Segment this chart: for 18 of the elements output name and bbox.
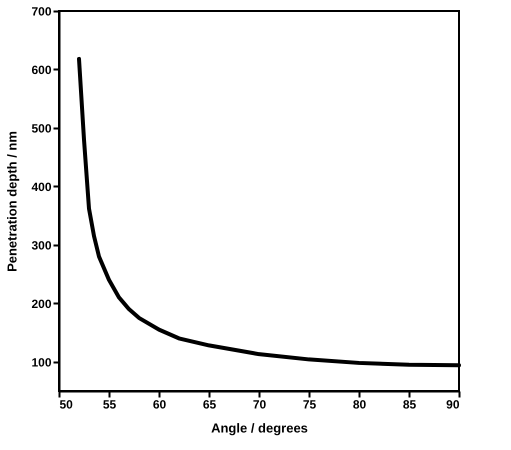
x-tick-label: 50 xyxy=(60,398,74,412)
y-axis-title: Penetration depth / nm xyxy=(4,131,20,272)
y-tick-label: 100 xyxy=(31,355,52,370)
x-axis-title: Angle / degrees xyxy=(211,420,308,436)
x-tick-label: 70 xyxy=(252,398,266,412)
x-tick-label: 85 xyxy=(402,398,416,412)
x-tick-label: 55 xyxy=(102,398,116,412)
x-tick-label: 75 xyxy=(302,398,316,412)
x-tick-label: 80 xyxy=(352,398,366,412)
x-tick-label: 90 xyxy=(446,398,460,412)
y-tick-label: 500 xyxy=(31,121,52,136)
y-tick-label: 200 xyxy=(31,296,52,311)
y-tick-label: 400 xyxy=(31,180,52,194)
y-tick-label: 700 xyxy=(31,4,52,18)
x-tick-label: 60 xyxy=(152,398,166,412)
y-tick-label: 600 xyxy=(31,62,52,77)
y-tick-label: 300 xyxy=(31,238,52,252)
x-tick-label: 65 xyxy=(202,398,216,412)
